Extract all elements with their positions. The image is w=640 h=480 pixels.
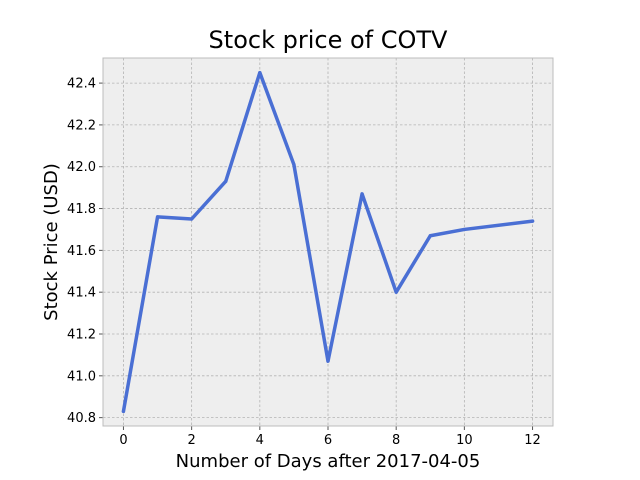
- y-tick-label: 42.2: [67, 118, 96, 133]
- series-layer: [121, 70, 535, 414]
- grid-lines: [103, 58, 553, 426]
- x-tick-label: 12: [524, 433, 541, 448]
- y-tick-label: 41.4: [67, 286, 96, 301]
- y-tick-label: 42.4: [67, 77, 96, 92]
- x-tick-label: 4: [256, 433, 264, 448]
- y-tick-label: 42.0: [67, 160, 96, 175]
- x-tick-label: 6: [324, 433, 332, 448]
- plot-frame: [102, 57, 554, 427]
- data-point: [462, 227, 466, 232]
- y-tick-label: 41.6: [67, 244, 96, 259]
- y-axis-label: Stock Price (USD): [41, 163, 62, 321]
- x-tick-label: 8: [392, 433, 400, 448]
- data-point: [292, 163, 296, 167]
- y-tick-label: 41.8: [67, 202, 96, 217]
- axis-ticks: 0 2 4 6 8 10 12 40.8 41.0 41.2 41.4 41.6 41.8 42.0 42.…: [67, 77, 541, 448]
- x-axis-label: Number of Days after 2017-04-05: [176, 451, 481, 472]
- data-point: [155, 215, 160, 219]
- y-tick-label: 41.0: [67, 369, 96, 384]
- chart-title: Stock price of COTV: [209, 26, 448, 54]
- y-tick-label: 40.8: [67, 411, 96, 426]
- series-line: [121, 70, 535, 414]
- data-point: [530, 219, 535, 223]
- data-point: [190, 217, 194, 221]
- data-point: [428, 234, 432, 238]
- data-point: [121, 409, 126, 413]
- y-tick-label: 41.2: [67, 328, 96, 343]
- data-point: [326, 359, 330, 363]
- data-point: [360, 192, 364, 196]
- data-point: [224, 179, 228, 183]
- data-point: [394, 290, 398, 294]
- x-tick-label: 0: [119, 433, 127, 448]
- x-tick-label: 2: [187, 433, 195, 448]
- data-point: [258, 71, 262, 75]
- x-tick-label: 10: [456, 433, 473, 448]
